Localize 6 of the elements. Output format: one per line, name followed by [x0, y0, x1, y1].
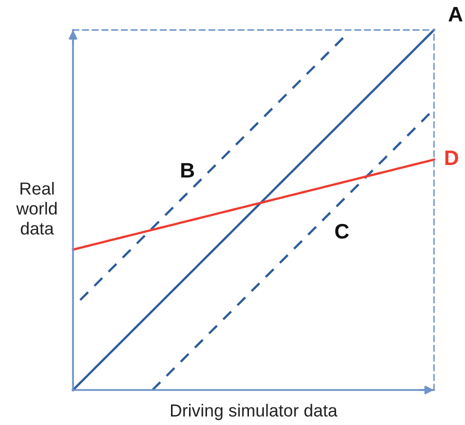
series-label: A [448, 7, 462, 22]
series-label: D [445, 150, 458, 165]
y-axis-title: Real world data [16, 182, 57, 235]
series-label: B [181, 163, 194, 178]
x-axis-title: Driving simulator data [170, 404, 338, 420]
series-label: C [335, 224, 349, 239]
